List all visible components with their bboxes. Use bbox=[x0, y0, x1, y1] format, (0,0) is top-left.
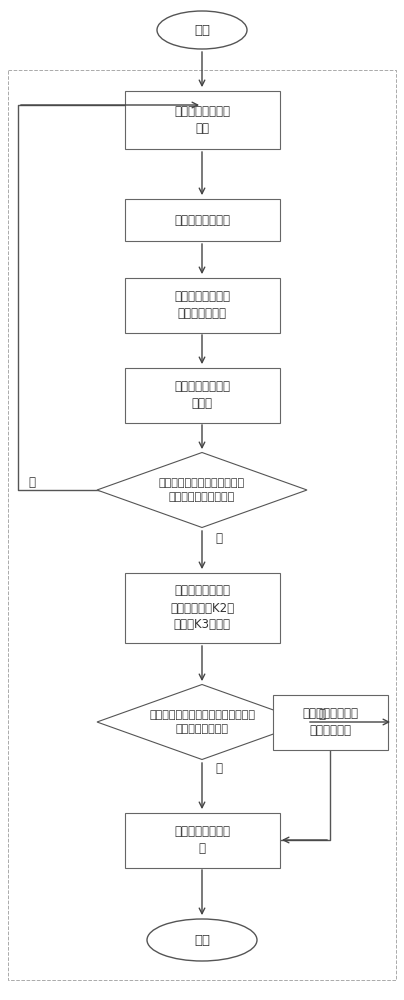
Text: 对采集的钒轨中琁引电流谐波
値判断是否符合要求？: 对采集的钒轨中琁引电流谐波 値判断是否符合要求？ bbox=[159, 478, 245, 502]
Polygon shape bbox=[97, 452, 307, 528]
Text: 牡引电流谐波输出: 牡引电流谐波输出 bbox=[174, 214, 230, 227]
Text: 对存储的采集数据
进行回放分析: 对存储的采集数据 进行回放分析 bbox=[302, 707, 358, 737]
Bar bbox=[273, 694, 387, 750]
Text: 开始: 开始 bbox=[194, 23, 210, 36]
Bar bbox=[124, 573, 280, 643]
Polygon shape bbox=[97, 684, 307, 760]
Text: 采集轨道继电器接
点电路前接点K2、
后接点K3的电压: 采集轨道继电器接 点电路前接点K2、 后接点K3的电压 bbox=[170, 584, 234, 632]
Text: 否: 否 bbox=[318, 708, 325, 720]
Ellipse shape bbox=[147, 919, 257, 961]
Text: 设置牡引电流谐波
参数: 设置牡引电流谐波 参数 bbox=[174, 105, 230, 135]
Text: 根据轨道继电器状态判断轨道电路设
备工作是否正常？: 根据轨道继电器状态判断轨道电路设 备工作是否正常？ bbox=[149, 710, 255, 734]
Text: 对采集的数据处理
并存储: 对采集的数据处理 并存储 bbox=[174, 380, 230, 410]
Text: 是: 是 bbox=[215, 532, 222, 544]
Ellipse shape bbox=[157, 11, 247, 49]
Text: 否: 否 bbox=[28, 477, 35, 489]
Bar bbox=[124, 277, 280, 332]
Text: 电流传感器实时采
集钒轨电流信息: 电流传感器实时采 集钒轨电流信息 bbox=[174, 290, 230, 320]
Text: 是: 是 bbox=[215, 762, 222, 774]
Bar bbox=[124, 199, 280, 241]
Bar bbox=[124, 91, 280, 149]
Text: 结束: 结束 bbox=[194, 934, 210, 946]
Text: 测试结果及报告生
成: 测试结果及报告生 成 bbox=[174, 825, 230, 855]
Bar bbox=[124, 812, 280, 867]
Bar bbox=[124, 367, 280, 422]
